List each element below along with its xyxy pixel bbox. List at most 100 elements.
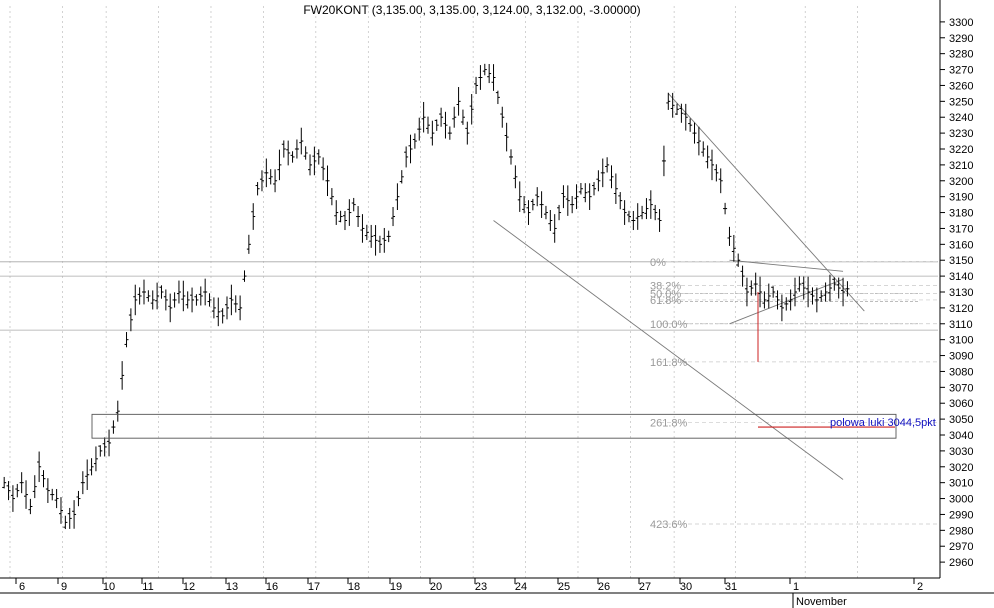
ohlc-bar <box>648 190 653 219</box>
ohlc-bar <box>242 270 247 282</box>
ohlc-bar <box>146 290 151 302</box>
gap-box <box>91 413 897 439</box>
ohlc-bar <box>45 478 50 504</box>
ohlc-bar <box>771 286 776 298</box>
y-tick-label: 3110 <box>949 319 973 331</box>
ohlc-bar <box>701 141 706 157</box>
ohlc-bar <box>216 297 221 327</box>
ohlc-bar <box>277 149 282 181</box>
ohlc-bar <box>137 287 142 305</box>
ohlc-bar <box>294 139 299 159</box>
ohlc-bar <box>561 185 566 209</box>
x-tick-label: 1 <box>793 581 799 593</box>
ohlc-bar <box>286 140 291 166</box>
ohlc-bar <box>552 214 557 243</box>
x-tick-label: 30 <box>680 581 692 593</box>
ohlc-bar <box>76 490 81 507</box>
ohlc-bar <box>635 203 640 230</box>
y-tick-label: 3240 <box>949 112 973 124</box>
ohlc-bar <box>80 471 85 495</box>
ohlc-bar <box>535 187 540 207</box>
gap-annotation: polowa luki 3044,5pkt <box>830 417 936 429</box>
ohlc-bar <box>622 200 627 225</box>
ohlc-bar <box>15 483 20 498</box>
ohlc-bar <box>347 199 352 226</box>
x-month-label: November <box>796 596 847 608</box>
ohlc-bar <box>19 472 24 494</box>
ohlc-bar <box>67 507 72 529</box>
ohlc-bar <box>762 291 767 309</box>
ohlc-bar <box>570 196 575 214</box>
x-tick-label: 10 <box>103 581 115 593</box>
ohlc-bar <box>203 278 208 306</box>
ohlc-bar <box>814 287 819 313</box>
ohlc-bar <box>587 183 592 211</box>
ohlc-bar <box>404 146 409 168</box>
ohlc-bar <box>784 297 789 311</box>
ohlc-bar <box>583 183 588 203</box>
ohlc-bar <box>539 191 544 218</box>
ohlc-bar <box>329 188 334 206</box>
ohlc-bar <box>417 117 422 141</box>
ohlc-bar <box>609 165 614 189</box>
y-tick-label: 3170 <box>949 223 973 235</box>
ohlc-bar <box>810 287 815 305</box>
ohlc-bar <box>452 106 457 128</box>
fibonacci-label: 0% <box>650 257 666 269</box>
ohlc-bar <box>225 296 230 320</box>
ohlc-bar <box>207 293 212 307</box>
ohlc-bar <box>2 476 7 489</box>
ohlc-bar <box>517 181 522 212</box>
ohlc-bar <box>631 210 636 231</box>
ohlc-bar <box>28 498 33 515</box>
ohlc-bar <box>391 206 396 227</box>
fibonacci-labels: 0% 38.2%50.0%61.8% 100.0% 161.8% 261.8% 423.6… <box>650 257 688 531</box>
ohlc-bar <box>474 76 479 95</box>
y-tick-label: 2970 <box>949 541 973 553</box>
ohlc-bar <box>557 204 562 221</box>
ohlc-bar <box>211 297 216 319</box>
ohlc-bar <box>775 290 780 310</box>
ohlc-bar <box>714 164 719 182</box>
ohlc-bar <box>299 127 304 155</box>
fibonacci-label: 38.2% <box>650 281 681 293</box>
y-tick-label: 3150 <box>949 255 973 267</box>
ohlc-bar <box>779 294 784 322</box>
ohlc-bar <box>565 185 570 216</box>
fibonacci-label: 423.6% <box>650 519 688 531</box>
fibonacci-label: 50.0% <box>650 289 681 301</box>
ohlc-bar <box>308 154 313 176</box>
y-tick-label: 3290 <box>949 33 973 45</box>
ohlc-bar <box>264 158 269 188</box>
ohlc-bar <box>259 170 264 192</box>
ohlc-bar <box>688 118 693 132</box>
ohlc-bar <box>233 295 238 313</box>
ohlc-bar <box>325 165 330 197</box>
ohlc-bar <box>731 234 736 262</box>
ohlc-bar <box>115 400 120 422</box>
ohlc-bar <box>478 65 483 90</box>
ohlc-bar <box>640 205 645 220</box>
ohlc-bar <box>841 277 846 307</box>
ohlc-bar <box>124 332 129 348</box>
ohlc-bar <box>50 488 55 501</box>
y-tick-label: 3180 <box>949 208 973 220</box>
ohlc-bar <box>364 224 369 241</box>
x-tick-label: 31 <box>725 581 737 593</box>
ohlc-bar <box>356 206 361 228</box>
ohlc-bar <box>679 103 684 123</box>
ohlc-bar <box>753 272 758 296</box>
ohlc-bar <box>338 210 343 223</box>
ohlc-bar <box>793 277 798 307</box>
trend-line <box>493 220 844 480</box>
ohlc-bar <box>675 103 680 115</box>
ohlc-bar <box>399 170 404 184</box>
x-tick-label: 23 <box>475 581 487 593</box>
ohlc-bar <box>709 149 714 181</box>
x-tick-label: 20 <box>430 581 442 593</box>
ohlc-bar <box>749 280 754 296</box>
ohlc-bar <box>504 122 509 152</box>
ohlc-bar <box>801 276 806 300</box>
y-tick-label: 3080 <box>949 366 973 378</box>
x-tick-label: 18 <box>348 581 360 593</box>
